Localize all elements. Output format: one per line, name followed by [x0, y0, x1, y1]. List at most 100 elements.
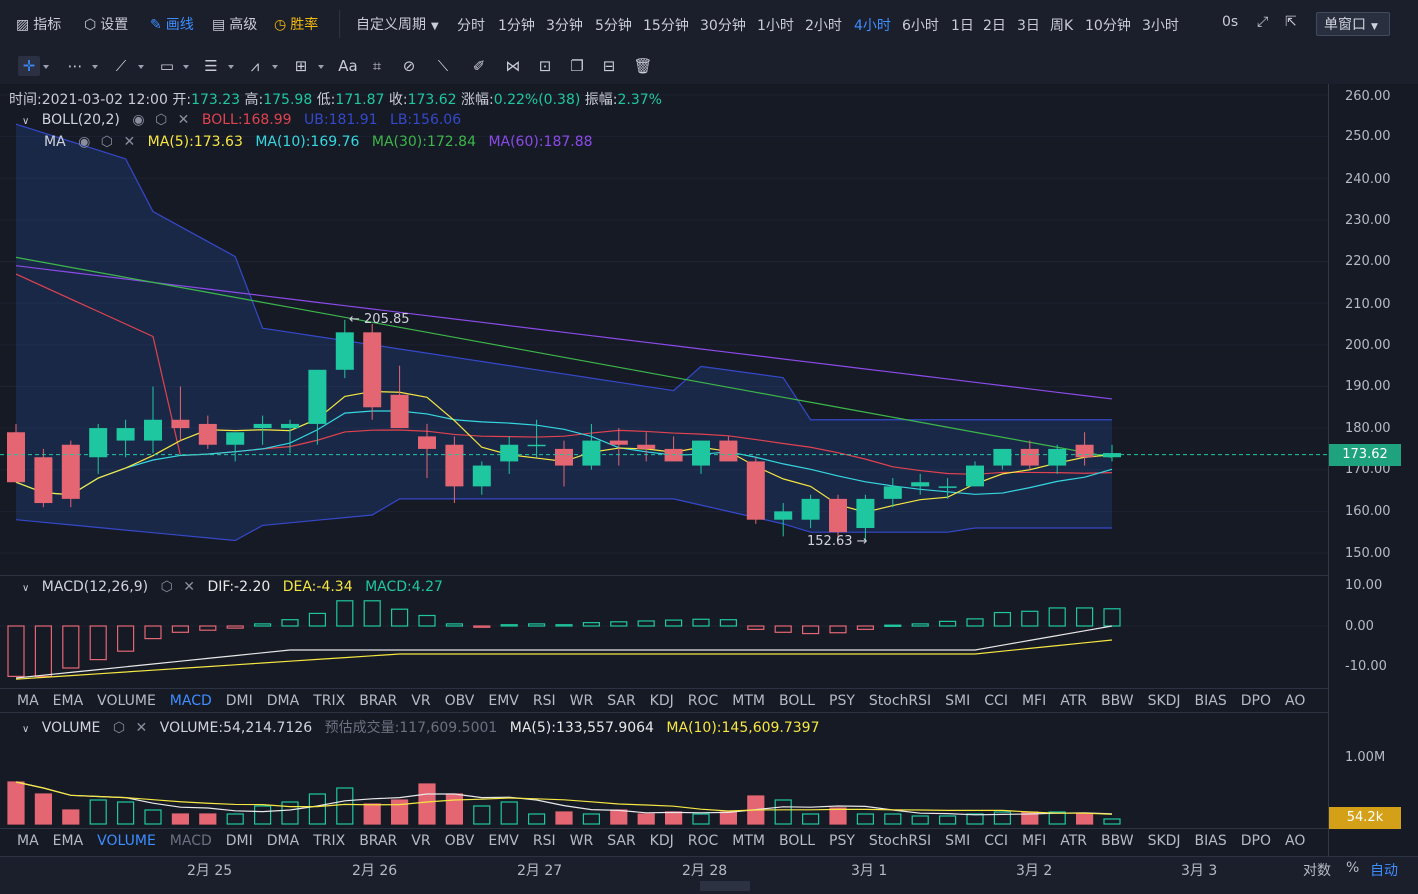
period-13[interactable]: 周K — [1050, 18, 1074, 34]
tab-roc[interactable]: ROC — [687, 833, 719, 849]
period-11[interactable]: 2日 — [983, 18, 1006, 34]
trash-icon[interactable]: 🗑 — [633, 57, 653, 75]
log-scale-toggle[interactable]: 对数 — [1303, 863, 1331, 879]
popout-icon[interactable]: ⇱ — [1285, 14, 1297, 30]
period-8[interactable]: 4小时 — [854, 18, 891, 34]
tab-trix[interactable]: TRIX — [313, 833, 346, 849]
tab-roc[interactable]: ROC — [687, 693, 719, 709]
winrate-button[interactable]: ◷ 胜率 — [274, 17, 319, 33]
indicator-button[interactable]: ▨ 指标 — [16, 17, 62, 33]
tab-bias[interactable]: BIAS — [1194, 693, 1227, 709]
tab-boll[interactable]: BOLL — [779, 693, 815, 709]
time-axis[interactable]: 2月 25 2月 26 2月 27 2月 28 3月 1 3月 2 3月 3 对数 % 自动 — [0, 856, 1418, 894]
tab-bbw[interactable]: BBW — [1101, 833, 1134, 849]
trend-line-icon[interactable]: ⟋ — [115, 57, 127, 75]
pane-divider[interactable] — [0, 828, 1328, 829]
measure-icon[interactable]: ⊞ — [294, 57, 308, 75]
chevron-down-icon[interactable] — [272, 65, 278, 69]
tab-dmi[interactable]: DMI — [225, 693, 253, 709]
pane-divider[interactable] — [0, 575, 1328, 576]
tab-atr[interactable]: ATR — [1060, 693, 1087, 709]
pattern-icon[interactable]: ⌗ — [372, 57, 382, 75]
wave-icon[interactable]: ⩘ — [250, 57, 260, 75]
tab-psy[interactable]: PSY — [829, 693, 855, 709]
tab-cci[interactable]: CCI — [984, 693, 1008, 709]
chart-canvas[interactable] — [0, 84, 1328, 856]
chevron-down-icon[interactable]: ∨ — [22, 583, 30, 594]
tab-kdj[interactable]: KDJ — [649, 693, 674, 709]
chevron-down-icon[interactable] — [138, 65, 144, 69]
period-12[interactable]: 3日 — [1017, 18, 1040, 34]
tab-emv[interactable]: EMV — [488, 693, 519, 709]
close-icon[interactable]: ✕ — [123, 134, 136, 150]
tab-ema[interactable]: EMA — [52, 833, 84, 849]
period-14[interactable]: 10分钟 — [1085, 18, 1131, 34]
chevron-down-icon[interactable]: ∨ — [22, 724, 30, 735]
tab-boll[interactable]: BOLL — [779, 833, 815, 849]
parallel-lines-icon[interactable]: ☰ — [204, 57, 218, 75]
chevron-down-icon[interactable] — [228, 65, 234, 69]
tab-macd[interactable]: MACD — [169, 833, 212, 849]
horizontal-ray-icon[interactable]: ⋯ — [67, 57, 83, 75]
brush-icon[interactable]: ✐ — [472, 57, 486, 75]
tab-dma[interactable]: DMA — [266, 693, 300, 709]
tab-bias[interactable]: BIAS — [1194, 833, 1227, 849]
tab-mfi[interactable]: MFI — [1021, 693, 1047, 709]
tab-vr[interactable]: VR — [411, 693, 431, 709]
percent-toggle[interactable]: % — [1346, 860, 1360, 876]
period-10[interactable]: 1日 — [951, 18, 974, 34]
edit-icon[interactable]: ⊟ — [602, 57, 616, 75]
fullscreen-icon[interactable]: ⤢ — [1257, 14, 1269, 30]
period-9[interactable]: 6小时 — [902, 18, 939, 34]
ruler-icon[interactable]: ⟍ — [437, 57, 449, 75]
tab-rsi[interactable]: RSI — [532, 693, 556, 709]
tab-ao[interactable]: AO — [1285, 693, 1306, 709]
chevron-down-icon[interactable] — [43, 65, 49, 69]
period-0[interactable]: 分时 — [457, 18, 485, 34]
tab-obv[interactable]: OBV — [444, 833, 475, 849]
tab-wr[interactable]: WR — [569, 833, 594, 849]
rectangle-icon[interactable]: ▭ — [159, 57, 175, 75]
tab-emv[interactable]: EMV — [488, 833, 519, 849]
auto-scale-toggle[interactable]: 自动 — [1370, 863, 1398, 879]
tab-obv[interactable]: OBV — [444, 693, 475, 709]
gear-icon[interactable]: ⬡ — [154, 112, 168, 128]
tab-psy[interactable]: PSY — [829, 833, 855, 849]
gear-icon[interactable]: ⬡ — [112, 720, 126, 736]
tab-ma[interactable]: MA — [17, 693, 39, 709]
settings-button[interactable]: ⬡ 设置 — [84, 17, 129, 33]
tab-trix[interactable]: TRIX — [313, 693, 346, 709]
tab-volume[interactable]: VOLUME — [97, 693, 156, 709]
lock-icon[interactable]: ⊡ — [538, 57, 552, 75]
period-6[interactable]: 1小时 — [757, 18, 794, 34]
tab-dma[interactable]: DMA — [266, 833, 300, 849]
tab-vr[interactable]: VR — [411, 833, 431, 849]
draw-button[interactable]: ✎ 画线 — [150, 17, 194, 33]
period-5[interactable]: 30分钟 — [700, 18, 746, 34]
tab-atr[interactable]: ATR — [1060, 833, 1087, 849]
tab-brar[interactable]: BRAR — [359, 693, 398, 709]
gear-icon[interactable]: ⬡ — [100, 134, 114, 150]
tab-brar[interactable]: BRAR — [359, 833, 398, 849]
eye-icon[interactable]: ◉ — [78, 134, 91, 150]
close-icon[interactable]: ✕ — [135, 720, 148, 736]
price-axis[interactable]: 260.00 250.00 240.00 230.00 220.00 210.00 200.… — [1328, 84, 1418, 856]
advanced-button[interactable]: ▤ 高级 — [212, 17, 258, 33]
tab-sar[interactable]: SAR — [607, 833, 636, 849]
period-4[interactable]: 15分钟 — [643, 18, 689, 34]
tab-cci[interactable]: CCI — [984, 833, 1008, 849]
tab-skdj[interactable]: SKDJ — [1147, 693, 1181, 709]
custom-period-dropdown[interactable]: 自定义周期 ▼ — [356, 17, 439, 33]
magnet-icon[interactable]: ⊘ — [402, 57, 416, 75]
pane-divider[interactable] — [0, 712, 1328, 713]
tab-macd[interactable]: MACD — [169, 693, 212, 709]
period-1[interactable]: 1分钟 — [498, 18, 535, 34]
window-mode-dropdown[interactable]: 单窗口 ▼ — [1316, 12, 1390, 36]
eye-icon[interactable]: ◉ — [132, 112, 145, 128]
crosshair-icon[interactable]: ✛ — [18, 56, 40, 76]
tab-stochrsi[interactable]: StochRSI — [868, 693, 932, 709]
scroll-handle[interactable] — [700, 881, 750, 891]
period-3[interactable]: 5分钟 — [595, 18, 632, 34]
tab-dmi[interactable]: DMI — [225, 833, 253, 849]
tab-rsi[interactable]: RSI — [532, 833, 556, 849]
